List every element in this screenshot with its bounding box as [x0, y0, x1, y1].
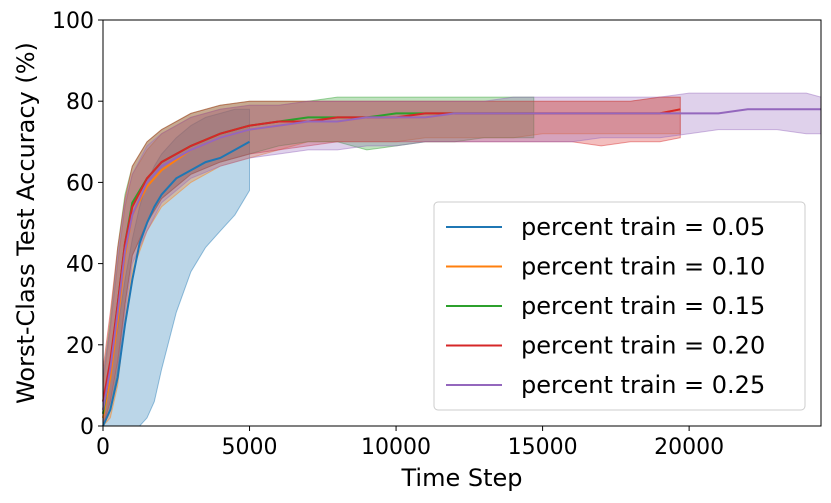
y-tick-label: 0 — [80, 415, 94, 440]
x-tick-label: 15000 — [508, 435, 578, 460]
y-tick-label: 60 — [66, 171, 94, 196]
series-line-1 — [102, 140, 250, 427]
legend-label: percent train = 0.10 — [521, 253, 765, 281]
x-tick-label: 10000 — [361, 435, 431, 460]
legend-label: percent train = 0.15 — [521, 292, 765, 320]
y-axis-label: Worst-Class Test Accuracy (%) — [12, 42, 40, 404]
x-tick-label: 5000 — [222, 435, 278, 460]
x-tick-label: 20000 — [654, 435, 724, 460]
series-band-4 — [102, 96, 681, 427]
x-tick-label: 0 — [96, 435, 110, 460]
x-axis-ticks: 0 5000 10000 15000 20000 — [96, 426, 724, 460]
x-axis-label: Time Step — [400, 464, 522, 492]
series-band-2 — [102, 96, 681, 428]
y-tick-label: 80 — [66, 90, 94, 115]
y-tick-label: 20 — [66, 334, 94, 359]
series-line-5 — [102, 108, 821, 410]
plot-area-frame — [102, 19, 822, 427]
legend: percent train = 0.05 percent train = 0.10… — [433, 201, 806, 411]
y-tick-label: 100 — [52, 9, 94, 34]
y-tick-label: 40 — [66, 253, 94, 278]
y-axis-ticks: 0 20 40 60 80 100 — [52, 9, 103, 440]
legend-label: percent train = 0.05 — [521, 213, 765, 241]
legend-label: percent train = 0.25 — [521, 371, 765, 399]
legend-box — [433, 201, 806, 411]
legend-label: percent train = 0.20 — [521, 332, 765, 360]
confidence-bands — [102, 92, 822, 428]
series-band-3 — [102, 96, 535, 427]
series-lines — [102, 108, 821, 427]
